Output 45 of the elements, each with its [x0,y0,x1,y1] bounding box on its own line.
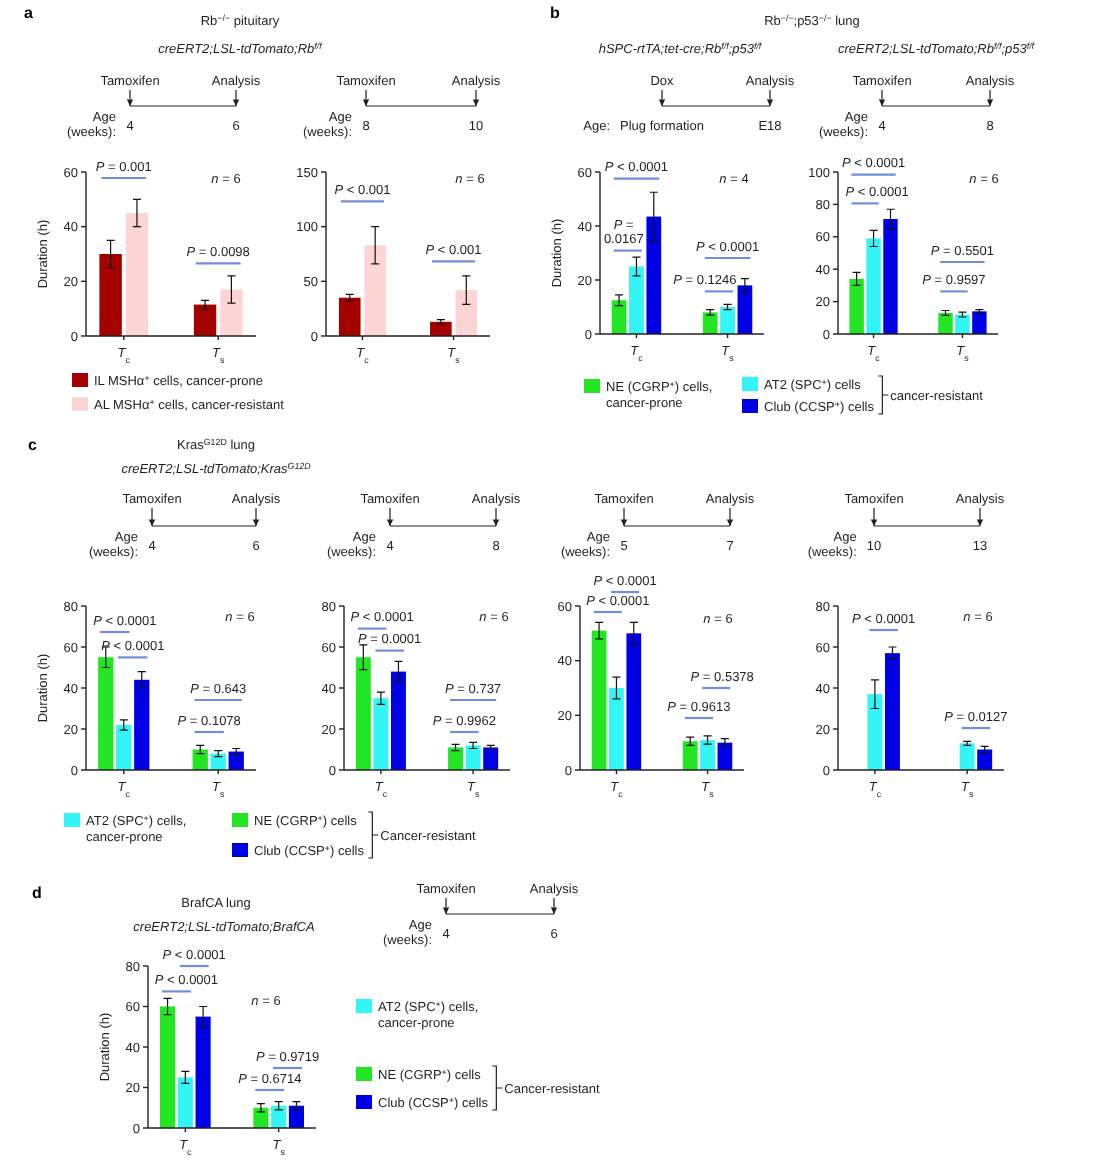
bar [483,747,499,770]
bar [867,694,883,770]
text: a [24,3,34,22]
bar [364,245,386,336]
bar [629,266,644,334]
bar [134,679,150,770]
bar [884,653,900,770]
bar [626,633,642,770]
bar [455,290,478,336]
bar [959,743,975,770]
bar [972,311,987,334]
bar [160,1006,176,1128]
bar [338,297,361,336]
bar [99,254,122,336]
bar [682,741,698,770]
bar [193,304,217,336]
bar [737,285,753,334]
bar [849,278,864,334]
bar [866,238,881,334]
bar [883,218,898,334]
bar [977,749,993,770]
bar [720,307,735,334]
bar [195,1016,211,1128]
text: d [32,883,42,902]
bar [271,1105,287,1128]
text: c [28,435,38,454]
bar [177,1077,193,1128]
bar [125,213,149,336]
bar [116,724,132,770]
bar [591,630,607,770]
text: b [550,3,560,22]
bar [220,289,243,336]
bar [702,312,718,334]
bar [448,747,464,770]
bar [646,216,662,334]
bar [288,1105,304,1128]
bar [700,739,715,770]
bar [955,314,970,334]
bar [98,657,114,770]
bar [609,688,624,770]
bar [938,312,953,334]
bar [355,657,371,770]
bar [465,745,481,770]
bar [390,671,406,770]
bar [373,698,389,770]
